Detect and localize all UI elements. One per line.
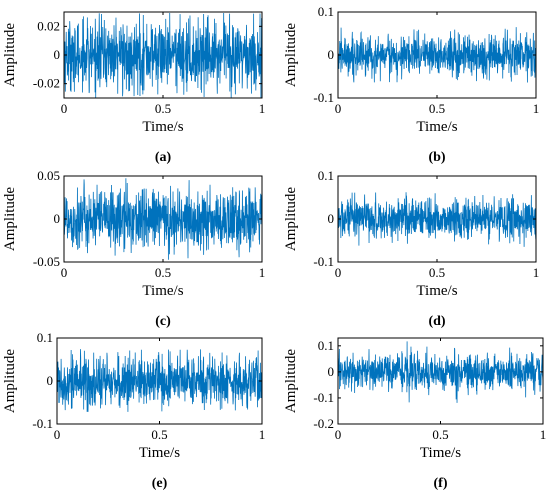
x-tick-label: 1	[533, 265, 540, 280]
y-axis-label: Amplitude	[283, 23, 299, 88]
x-tick-label: 1	[533, 101, 540, 116]
x-tick-label: 0	[54, 427, 61, 442]
x-axis-label: Time/s	[420, 445, 461, 461]
signal-trace	[64, 178, 262, 260]
panel-caption: (e)	[152, 476, 168, 491]
x-tick-label: 0.5	[155, 265, 171, 280]
x-tick-label: 1	[540, 427, 547, 442]
y-tick-label: 0	[328, 211, 335, 226]
y-tick-label: 0	[47, 373, 54, 388]
y-axis-label: Amplitude	[2, 23, 18, 88]
panel-caption: (a)	[155, 150, 172, 165]
y-tick-label: -0.02	[33, 76, 60, 91]
y-tick-label: 0.1	[37, 330, 53, 345]
x-tick-label: 0.5	[155, 101, 171, 116]
x-tick-label: 0	[61, 265, 68, 280]
y-tick-label: 0.1	[318, 168, 334, 183]
x-axis-label: Time/s	[142, 283, 183, 299]
y-tick-label: -0.05	[33, 254, 60, 269]
signal-trace	[338, 192, 536, 247]
x-tick-label: 0.5	[432, 427, 448, 442]
signal-trace	[57, 349, 262, 412]
y-tick-label: -0.1	[313, 390, 334, 405]
x-tick-label: 0	[335, 427, 342, 442]
y-axis-label: Amplitude	[2, 349, 18, 414]
y-tick-label: 0	[328, 364, 335, 379]
y-tick-label: 0.1	[318, 4, 334, 19]
y-tick-label: 0	[54, 47, 61, 62]
panel-caption: (d)	[428, 314, 445, 329]
y-tick-label: 0.02	[37, 18, 60, 33]
x-tick-label: 0.5	[429, 265, 445, 280]
signal-trace	[338, 27, 536, 83]
panel-caption: (b)	[428, 150, 445, 165]
x-tick-label: 0.5	[429, 101, 445, 116]
x-axis-label: Time/s	[416, 119, 457, 135]
y-tick-label: 0	[54, 211, 61, 226]
y-tick-label: -0.2	[313, 416, 334, 431]
x-axis-label: Time/s	[416, 283, 457, 299]
x-axis-label: Time/s	[142, 119, 183, 135]
y-tick-label: -0.1	[313, 90, 334, 105]
x-tick-label: 1	[259, 101, 266, 116]
x-axis-label: Time/s	[139, 445, 180, 461]
panel-f: 0 0.5 1 0.1 0 -0.1 -0.2 Time/s Amplitude (f)	[283, 337, 547, 491]
x-tick-label: 1	[259, 427, 266, 442]
y-tick-label: 0.05	[37, 168, 60, 183]
x-tick-label: 0	[61, 101, 68, 116]
panel-caption: (f)	[434, 476, 448, 491]
y-tick-label: 0.1	[318, 338, 334, 353]
x-tick-label: 1	[259, 265, 266, 280]
y-tick-label: -0.1	[313, 254, 334, 269]
x-tick-label: 0.5	[151, 427, 167, 442]
y-axis-label: Amplitude	[2, 187, 18, 252]
y-tick-label: 0	[328, 47, 335, 62]
y-tick-label: -0.1	[32, 416, 53, 431]
x-tick-label: 0	[335, 101, 342, 116]
signal-trace	[338, 341, 543, 403]
panel-caption: (c)	[155, 314, 171, 329]
y-axis-label: Amplitude	[283, 187, 299, 252]
y-axis-label: Amplitude	[283, 349, 299, 414]
x-tick-label: 0	[335, 265, 342, 280]
signal-trace	[64, 12, 262, 98]
